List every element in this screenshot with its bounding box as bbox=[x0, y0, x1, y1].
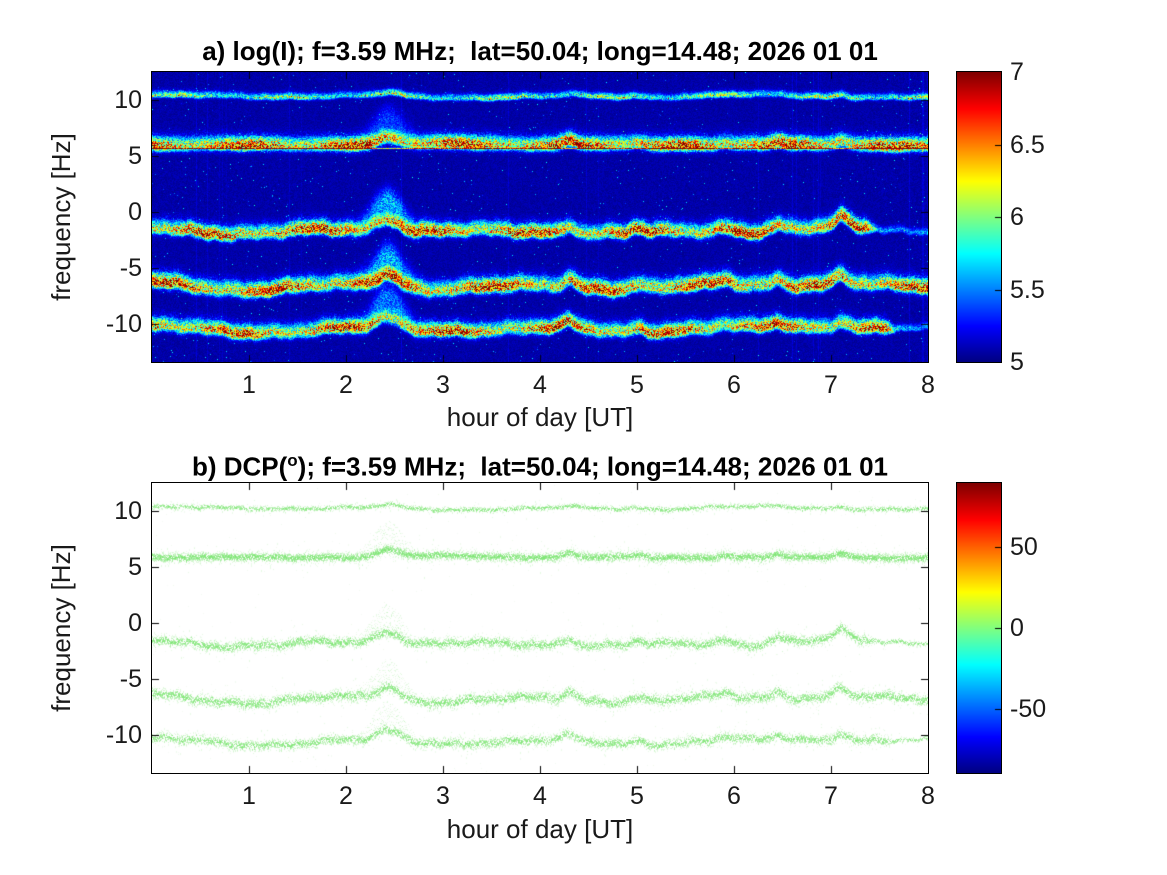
colorbar-tick-label: -50 bbox=[1010, 694, 1047, 723]
x-tick-label: 6 bbox=[727, 371, 741, 399]
x-tick-label: 4 bbox=[533, 371, 547, 399]
x-tick-label: 5 bbox=[630, 782, 644, 810]
y-tick-label: -5 bbox=[119, 254, 142, 282]
panel-b-title: b) DCP(o); f=3.59 MHz; lat=50.04; long=1… bbox=[152, 446, 928, 482]
colorbar-tick-label: 0 bbox=[1010, 614, 1024, 642]
colorbar-tick-label: 50 bbox=[1010, 533, 1038, 562]
y-tick-label: -5 bbox=[119, 665, 142, 693]
panel-a-title: a) log(I); f=3.59 MHz; lat=50.04; long=1… bbox=[202, 36, 878, 66]
x-tick-label: 1 bbox=[242, 371, 256, 399]
panel-a-x-axis-label: hour of day [UT] bbox=[446, 402, 634, 432]
panel-a-colorbar bbox=[956, 71, 1002, 363]
x-tick-label: 2 bbox=[339, 371, 353, 399]
panel-b-colorbar bbox=[956, 482, 1002, 774]
panel-a-spectrogram-canvas bbox=[151, 71, 929, 363]
colorbar-tick-label: 5.5 bbox=[1010, 275, 1045, 304]
colorbar-tick-label: 6.5 bbox=[1010, 130, 1045, 159]
x-tick-label: 5 bbox=[630, 371, 644, 399]
panel-b-title-post: ); f=3.59 MHz; lat=50.04; long=14.48; 20… bbox=[297, 451, 889, 482]
x-tick-label: 8 bbox=[921, 782, 935, 810]
x-tick-label: 3 bbox=[436, 782, 450, 810]
y-tick-label: -10 bbox=[105, 310, 142, 338]
colorbar-tick-label: 5 bbox=[1010, 348, 1024, 376]
panel-b-x-axis-label: hour of day [UT] bbox=[446, 814, 634, 844]
y-tick-label: 5 bbox=[128, 142, 142, 170]
x-tick-label: 2 bbox=[339, 782, 353, 810]
y-tick-label: -10 bbox=[105, 721, 142, 749]
y-tick-label: 10 bbox=[114, 497, 142, 525]
colorbar-tick-label: 7 bbox=[1010, 58, 1024, 86]
x-tick-label: 1 bbox=[242, 782, 256, 810]
y-tick-label: 10 bbox=[114, 86, 142, 114]
panel-b-title-pre: b) DCP( bbox=[191, 451, 288, 482]
panel-b-scatter-canvas bbox=[151, 482, 929, 774]
panel-b-title-degree-sup: o bbox=[287, 451, 298, 470]
x-tick-label: 8 bbox=[921, 371, 935, 399]
y-tick-label: 0 bbox=[128, 198, 142, 226]
y-tick-label: 0 bbox=[128, 609, 142, 637]
x-tick-label: 6 bbox=[727, 782, 741, 810]
x-tick-label: 3 bbox=[436, 371, 450, 399]
x-tick-label: 7 bbox=[824, 782, 838, 810]
x-tick-label: 7 bbox=[824, 371, 838, 399]
x-tick-label: 4 bbox=[533, 782, 547, 810]
y-tick-label: 5 bbox=[128, 553, 142, 581]
colorbar-tick-label: 6 bbox=[1010, 203, 1024, 231]
